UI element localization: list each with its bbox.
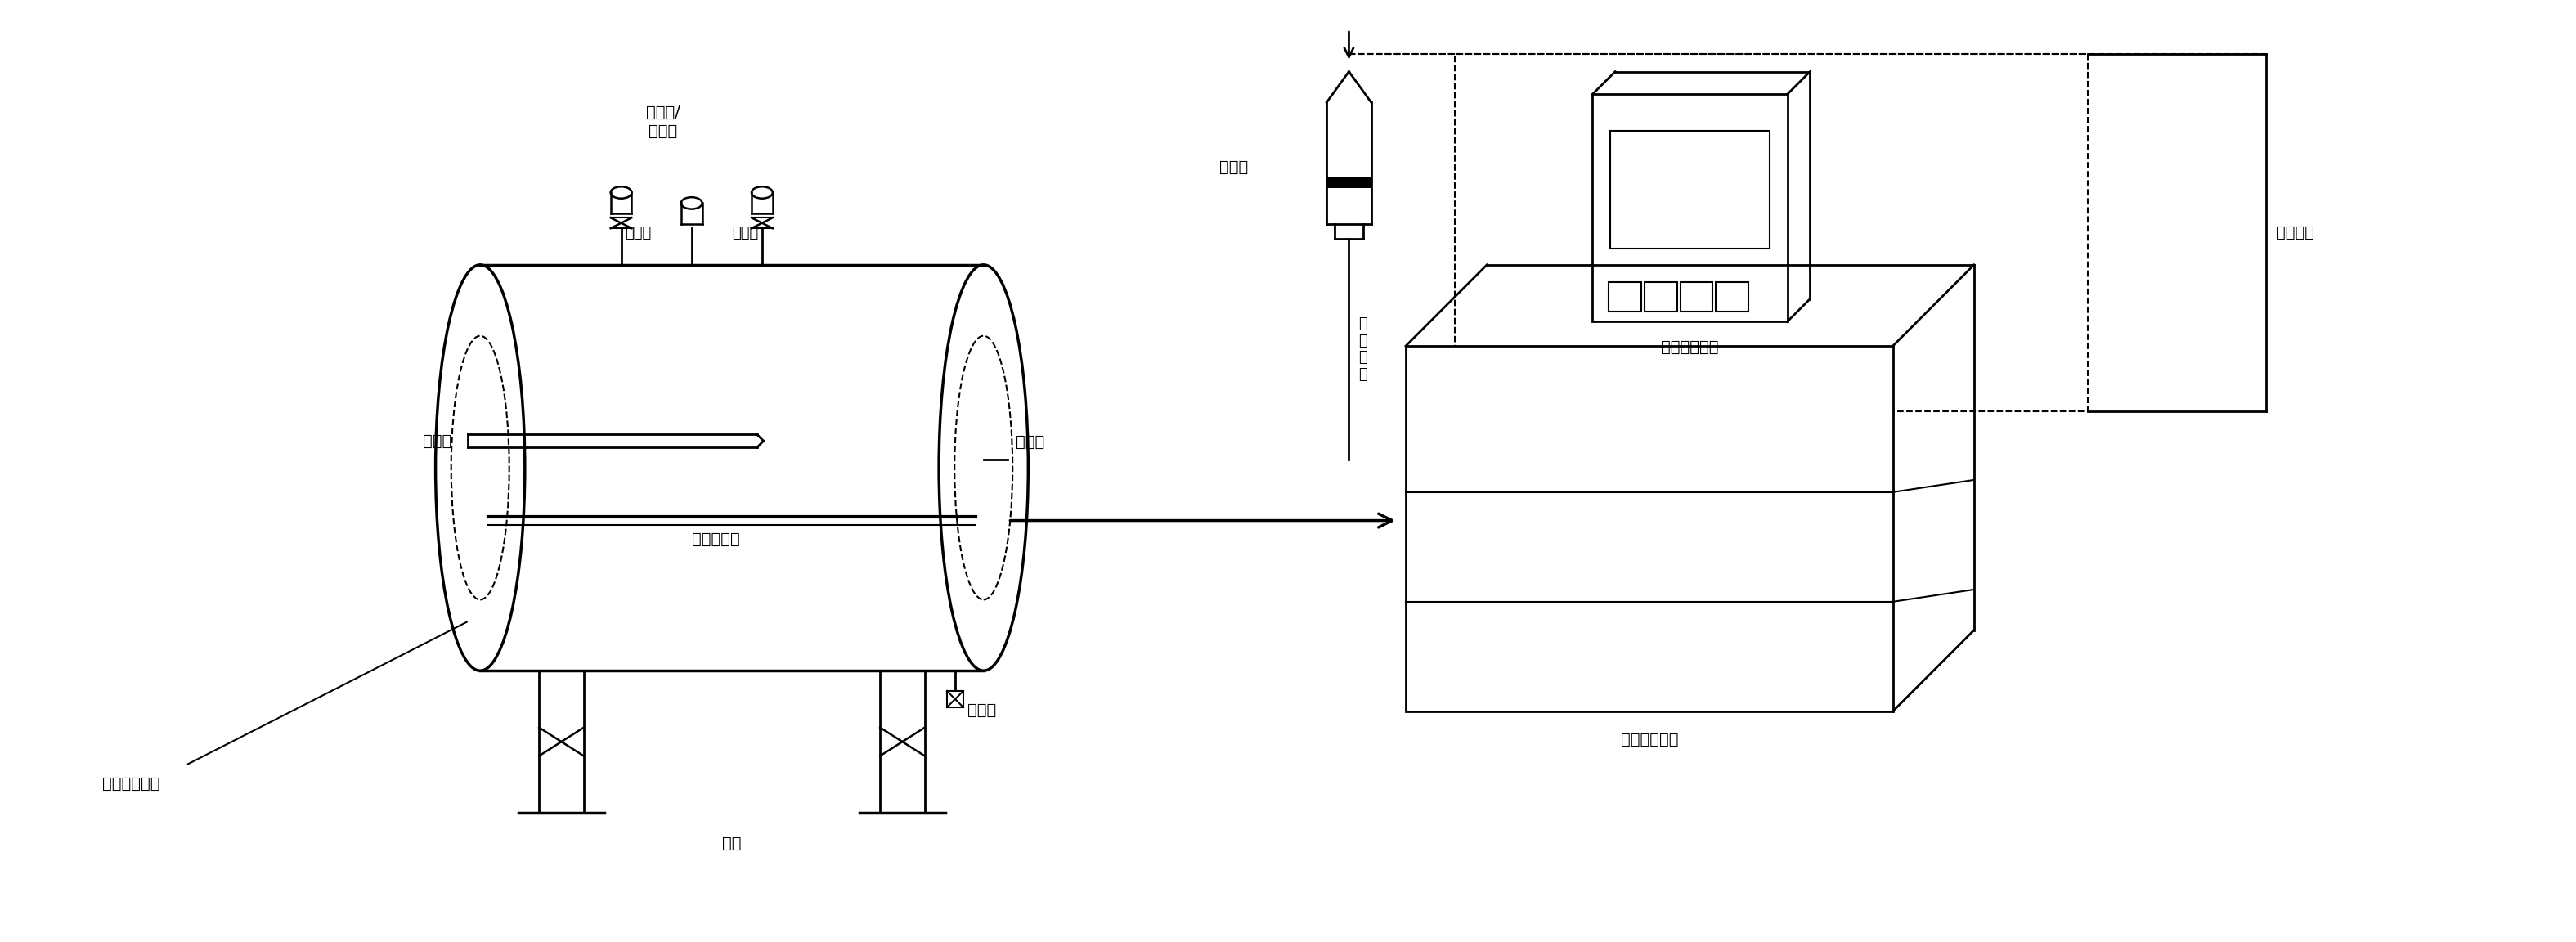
Text: 空压机: 空压机	[1218, 159, 1247, 175]
Text: 测温孔: 测温孔	[422, 433, 451, 448]
Text: 排液口: 排液口	[969, 703, 997, 718]
Bar	[1327, 176, 1370, 187]
Text: 曝气控制中心: 曝气控制中心	[1662, 339, 1718, 355]
Bar	[1455, 54, 2087, 411]
Text: 集气口: 集气口	[732, 226, 757, 240]
Bar	[1406, 346, 1893, 711]
Text: 取样口/
进样口: 取样口/ 进样口	[647, 105, 680, 139]
Bar	[1643, 283, 1677, 312]
Text: 多孔曝气板: 多孔曝气板	[690, 531, 739, 546]
Bar	[1610, 131, 1770, 249]
Text: 一次发酵单元: 一次发酵单元	[103, 776, 160, 792]
Text: 滚轮: 滚轮	[721, 836, 742, 851]
Bar	[1716, 283, 1749, 312]
Bar	[1592, 94, 1788, 321]
Bar	[948, 691, 963, 707]
Text: 排气口: 排气口	[626, 226, 652, 240]
Text: 电气管线: 电气管线	[2277, 224, 2313, 240]
Bar	[1680, 283, 1713, 312]
Text: 二次发酵单元: 二次发酵单元	[1620, 732, 1677, 747]
Bar	[1607, 283, 1641, 312]
Text: 空
气
管
线: 空 气 管 线	[1358, 317, 1368, 382]
Text: 进气口: 进气口	[1015, 434, 1046, 449]
